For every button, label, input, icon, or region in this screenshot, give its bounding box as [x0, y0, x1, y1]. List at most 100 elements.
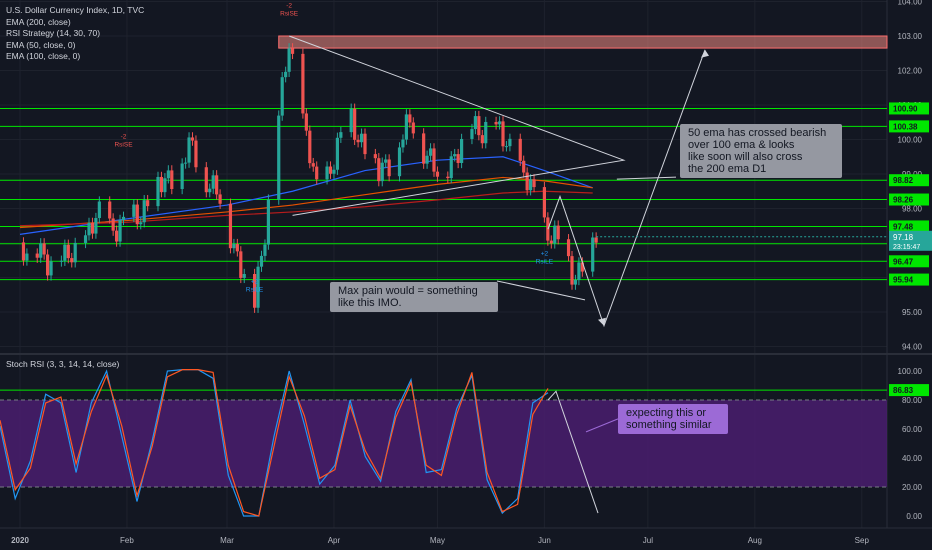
candle-body	[94, 218, 98, 234]
candle-body	[121, 216, 126, 220]
note-pointer	[585, 418, 619, 433]
annotation-ema-cross[interactable]: 50 ema has crossed bearish over 100 ema …	[680, 124, 842, 178]
candle-body	[259, 255, 264, 267]
resistance-zone	[278, 35, 888, 49]
candle-body	[594, 237, 598, 243]
candle-body	[504, 146, 509, 148]
candle-body	[553, 225, 557, 244]
candle-body	[453, 154, 457, 157]
x-tick-label: May	[430, 536, 445, 545]
candle-body	[497, 121, 502, 125]
candle-body	[108, 201, 112, 219]
candle-body	[132, 204, 136, 217]
y-tick-label: 100.00	[898, 136, 923, 145]
stoch-y-tick: 60.00	[902, 425, 923, 434]
candle-body	[21, 242, 26, 261]
candle-body	[529, 179, 533, 191]
candle-body	[373, 154, 377, 159]
level-badge	[889, 255, 929, 268]
candle-body	[280, 77, 284, 116]
level-badge-label: 96.47	[893, 257, 914, 266]
legend-ema100: EMA (100, close, 0)	[6, 51, 81, 61]
x-tick-label: 2020	[11, 536, 29, 545]
candle-body	[470, 129, 474, 139]
x-tick-label: Jul	[643, 536, 653, 545]
signal-label: RsiSE	[114, 141, 133, 148]
candle-body	[70, 258, 74, 263]
stoch-y-tick: 100.00	[898, 367, 923, 376]
x-tick-label: Aug	[748, 536, 762, 545]
candle-body	[135, 204, 139, 225]
candle-body	[180, 163, 184, 190]
candle-body	[263, 244, 267, 256]
legend-ema50: EMA (50, close, 0)	[6, 39, 76, 50]
x-tick-label: Mar	[220, 536, 234, 545]
candle-body	[335, 137, 339, 170]
x-tick-label: Sep	[855, 536, 870, 545]
candle-body	[542, 187, 546, 218]
signal-label: RsiSE	[280, 10, 299, 17]
candle-body	[363, 133, 367, 155]
candle-body	[435, 171, 440, 177]
x-tick-label: Feb	[120, 536, 134, 545]
candle-body	[508, 138, 512, 147]
candle-body	[115, 230, 119, 242]
candle-body	[35, 253, 39, 258]
stoch-level-label: 86.83	[893, 386, 914, 395]
y-tick-label: 102.00	[898, 67, 923, 76]
note-pointer	[496, 280, 586, 301]
candle-body	[90, 222, 95, 234]
candle-body	[404, 114, 408, 140]
candle-body	[215, 175, 219, 195]
arrow-head	[598, 317, 606, 326]
stoch-y-tick: 40.00	[902, 454, 923, 463]
chart-legend: U.S. Dollar Currency Index, 1D, TVC EMA …	[6, 5, 144, 63]
level-badge-label: 95.94	[893, 276, 914, 285]
candle-body	[73, 242, 77, 263]
candle-body	[591, 237, 595, 272]
candle-body	[256, 266, 260, 308]
candle-body	[304, 113, 308, 131]
annotation-max-pain[interactable]: Max pain would = something like this IMO…	[330, 282, 498, 312]
candle-body	[228, 203, 233, 249]
y-tick-label: 95.00	[902, 308, 923, 317]
candle-body	[287, 48, 291, 72]
candle-body	[566, 239, 571, 257]
candle-body	[59, 260, 63, 262]
candle-body	[87, 222, 91, 236]
candle-body	[194, 140, 198, 168]
candle-body	[549, 240, 553, 244]
level-badge	[889, 102, 929, 115]
candle-body	[315, 166, 319, 180]
candle-body	[556, 225, 560, 240]
legend-rsi-strategy: RSI Strategy (14, 30, 70)	[6, 28, 101, 38]
candle-body	[422, 133, 426, 164]
annotation-expecting[interactable]: expecting this or something similar	[618, 404, 728, 434]
candle-body	[577, 262, 581, 280]
level-badge	[889, 193, 929, 206]
stoch-rsi-legend: Stoch RSI (3, 3, 14, 14, close)	[6, 359, 120, 369]
stoch-k-line	[0, 369, 549, 517]
candle-body	[166, 170, 170, 179]
candle-body	[484, 121, 488, 144]
candle-body	[456, 154, 460, 163]
candle-body	[66, 244, 70, 259]
y-tick-label: 94.00	[902, 343, 923, 352]
candle-body	[532, 179, 536, 188]
candle-body	[308, 130, 312, 164]
candle-body	[232, 244, 236, 249]
y-tick-label: 104.00	[898, 0, 923, 7]
candle-body	[156, 176, 160, 207]
candle-body	[480, 135, 484, 144]
legend-ema200: EMA (200, close)	[6, 16, 71, 27]
candle-body	[332, 169, 336, 174]
candle-body	[139, 222, 143, 225]
x-tick-label: Apr	[328, 536, 341, 545]
signal-label: RsiLE	[536, 259, 554, 266]
signal-count: -2	[286, 2, 292, 9]
candle-body	[428, 148, 433, 156]
candle-body	[208, 188, 212, 193]
candle-body	[290, 48, 295, 54]
candle-body	[432, 148, 436, 172]
